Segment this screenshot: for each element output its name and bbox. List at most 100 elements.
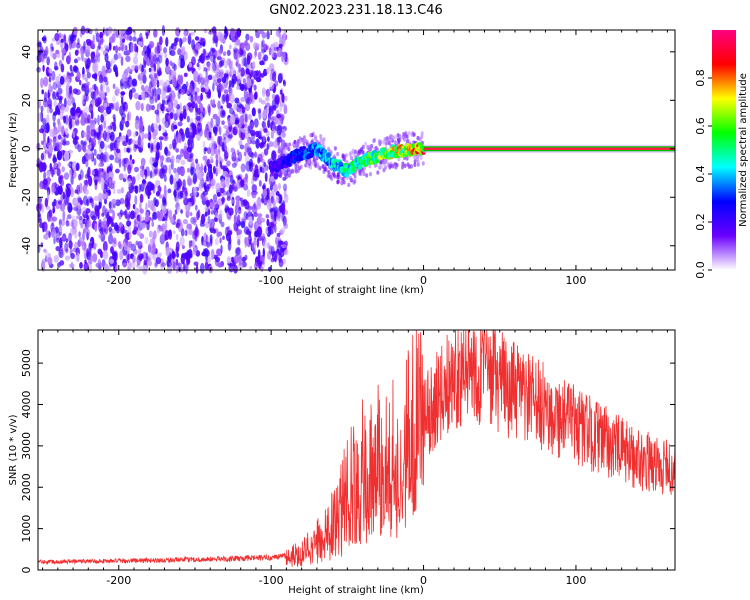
noise-blob: [156, 79, 160, 88]
noise-blob: [212, 113, 218, 120]
noise-blob: [246, 97, 252, 105]
noise-blob: [147, 199, 151, 209]
colorbar-ticks: 0.0 0.2 0.4 0.6 0.8: [694, 69, 712, 279]
noise-blob: [262, 247, 265, 259]
noise-blob: [169, 112, 174, 120]
noise-blob: [85, 64, 90, 70]
noise-blob: [104, 144, 108, 152]
noise-blob: [249, 238, 252, 246]
noise-blob: [180, 39, 184, 45]
noise-blob: [283, 249, 289, 256]
noise-blob: [204, 261, 209, 271]
halo-blob: [307, 159, 311, 164]
noise-blob: [86, 153, 91, 161]
noise-blob: [68, 240, 73, 250]
noise-blob: [90, 119, 96, 130]
halo-blob: [302, 138, 306, 144]
noise-blob: [90, 51, 96, 59]
noise-blob: [96, 153, 101, 160]
noise-blob: [211, 47, 216, 53]
noise-blob: [233, 221, 238, 232]
noise-blob: [242, 199, 248, 206]
noise-blob: [240, 179, 245, 188]
noise-blob: [177, 222, 184, 233]
halo-blob: [357, 149, 361, 154]
y-tick-label: 0: [20, 567, 33, 574]
noise-blob: [109, 163, 113, 173]
noise-blob: [212, 207, 216, 213]
halo-blob: [342, 156, 346, 162]
noise-blob: [97, 114, 100, 126]
noise-blob: [275, 236, 278, 246]
noise-blob: [38, 41, 42, 48]
noise-blob: [192, 186, 198, 197]
noise-blob: [42, 130, 47, 138]
noise-blob: [175, 148, 179, 153]
noise-blob: [92, 34, 96, 45]
noise-blob: [266, 199, 272, 210]
noise-blob: [109, 131, 115, 142]
noise-blob: [139, 208, 144, 214]
noise-blob: [85, 39, 92, 44]
noise-blob: [168, 164, 172, 176]
noise-blob: [273, 206, 279, 214]
noise-blob: [120, 91, 126, 96]
noise-blob: [271, 99, 276, 109]
noise-blob: [191, 239, 196, 248]
noise-blob: [104, 263, 109, 272]
noise-blob: [213, 30, 217, 37]
noise-blob: [138, 184, 142, 193]
noise-blob: [89, 242, 93, 250]
noise-blob: [233, 254, 239, 264]
halo-blob: [347, 182, 351, 188]
noise-blob: [175, 158, 181, 164]
noise-blob: [165, 95, 172, 100]
noise-blob: [147, 181, 153, 192]
noise-blob: [46, 176, 51, 186]
noise-blob: [42, 64, 45, 72]
noise-blob: [67, 149, 74, 154]
noise-blob: [226, 71, 229, 80]
noise-blob: [202, 141, 206, 150]
noise-blob: [228, 59, 232, 71]
noise-blob: [102, 241, 108, 252]
noise-blob: [138, 245, 143, 249]
noise-blob: [191, 157, 195, 166]
noise-blob: [239, 115, 245, 126]
noise-blob: [279, 204, 283, 213]
noise-blob: [51, 70, 56, 81]
noise-blob: [248, 215, 253, 226]
noise-blob: [223, 150, 228, 162]
noise-blob: [109, 43, 112, 51]
noise-blob: [196, 62, 200, 68]
noise-blob: [225, 69, 230, 74]
noise-blob: [220, 158, 224, 163]
noise-blob: [157, 252, 162, 258]
noise-blob: [219, 187, 225, 194]
noise-blob: [44, 123, 50, 134]
halo-blob: [322, 137, 325, 142]
noise-blob: [276, 124, 282, 136]
ridge-blob: [357, 164, 363, 170]
ridge-blob: [326, 152, 331, 158]
noise-blob: [134, 187, 139, 194]
noise-blob: [111, 95, 116, 103]
noise-blob: [69, 64, 73, 71]
halo-blob: [314, 135, 318, 140]
noise-blob: [241, 55, 245, 67]
halo-blob: [361, 144, 365, 150]
noise-blob: [139, 169, 144, 178]
noise-blob: [187, 102, 193, 108]
noise-blob: [153, 28, 158, 38]
noise-blob: [147, 142, 151, 149]
x-tick-label: -200: [106, 274, 131, 287]
noise-blob: [65, 194, 70, 205]
noise-blob: [56, 141, 62, 151]
y-tick-label: 0: [20, 145, 33, 152]
halo-blob: [406, 138, 410, 143]
noise-blob: [182, 192, 186, 200]
noise-blob: [59, 245, 64, 256]
noise-blob: [41, 89, 44, 95]
noise-blob: [81, 94, 86, 105]
noise-blob: [124, 173, 127, 180]
